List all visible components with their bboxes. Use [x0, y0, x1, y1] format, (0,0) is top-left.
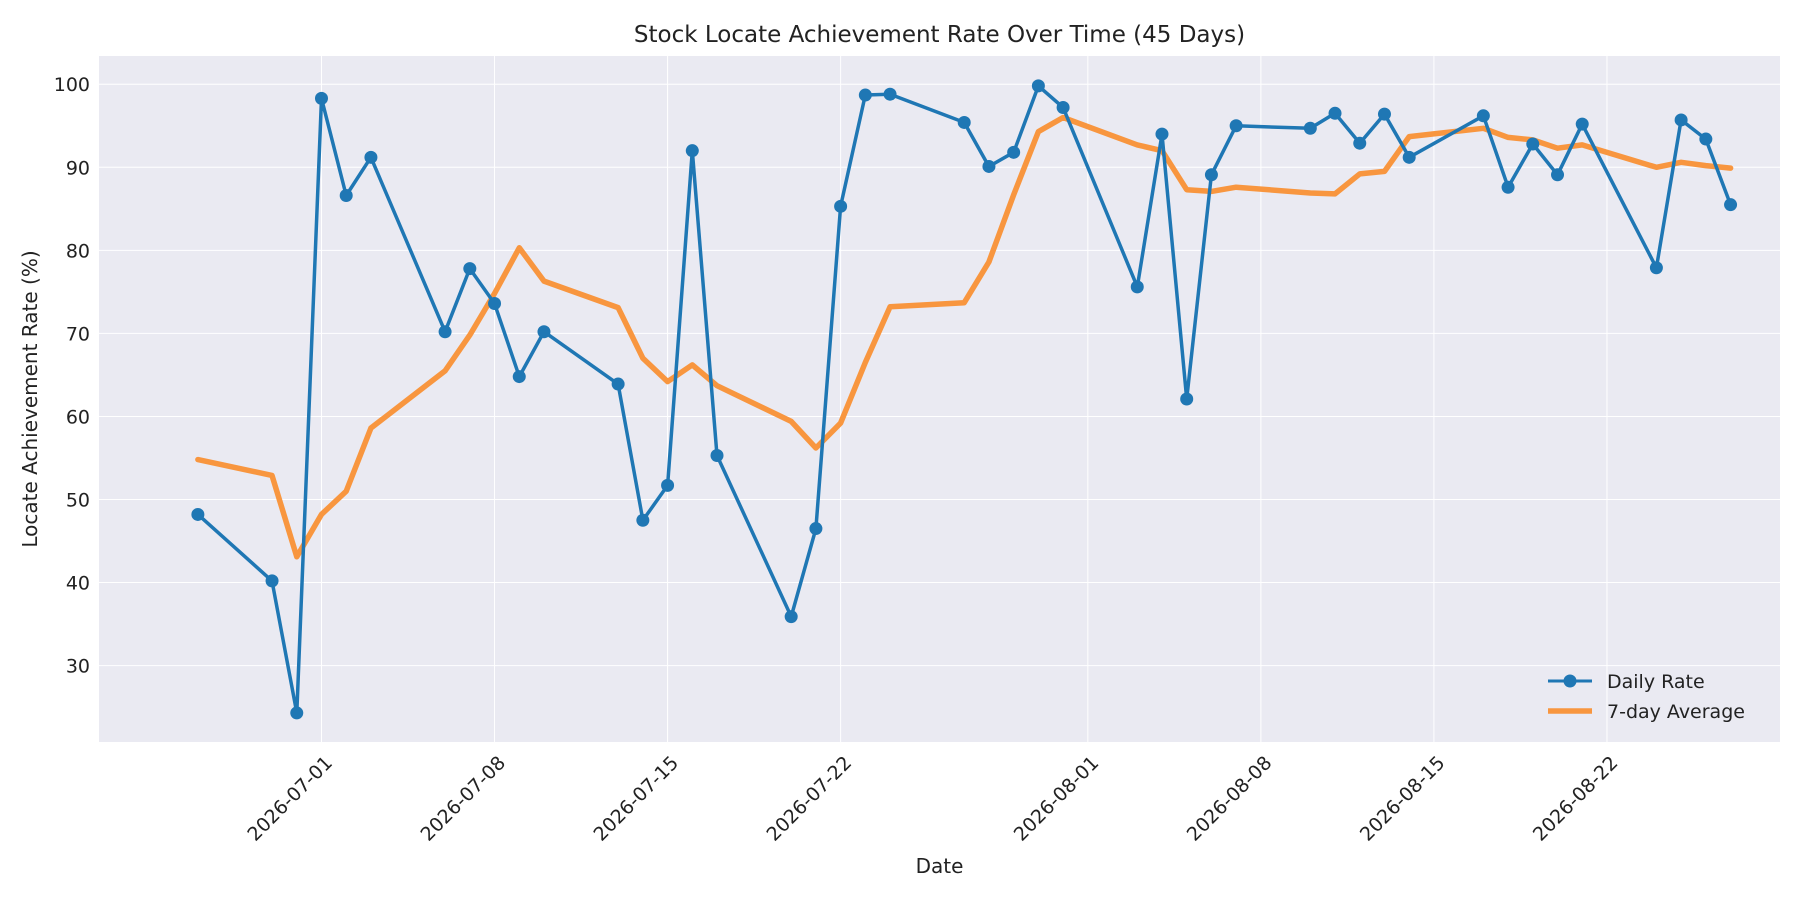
daily-point: [1501, 180, 1515, 194]
legend-label-daily: Daily Rate: [1607, 671, 1705, 693]
daily-point: [1204, 168, 1218, 182]
daily-point: [685, 144, 699, 158]
daily-point: [710, 448, 724, 462]
daily-point: [290, 706, 304, 720]
daily-point: [488, 296, 502, 310]
daily-point: [957, 115, 971, 129]
daily-point: [339, 189, 353, 203]
legend: Daily Rate 7-day Average: [1548, 671, 1745, 723]
daily-point: [883, 87, 897, 101]
daily-point: [512, 370, 526, 384]
daily-point: [784, 610, 798, 624]
daily-point: [1229, 119, 1243, 133]
y-tick-label: 30: [66, 656, 90, 678]
x-tick-labels: 2026-07-01 2026-07-08 2026-07-15 2026-07-22…: [243, 752, 1622, 846]
daily-point: [1476, 109, 1490, 123]
daily-point: [1303, 121, 1317, 135]
avg-series-line: [195, 114, 1734, 560]
y-tick-label: 90: [66, 157, 90, 179]
x-tick-label: 2026-07-01: [243, 752, 337, 846]
legend-marker-daily: [1563, 674, 1577, 688]
x-tick-label: 2026-08-08: [1183, 752, 1277, 846]
y-tick-label: 60: [66, 406, 90, 428]
daily-point: [463, 262, 477, 276]
daily-point: [1056, 100, 1070, 114]
daily-point: [1674, 113, 1688, 127]
daily-point: [1526, 137, 1540, 151]
daily-point: [265, 574, 279, 588]
daily-point: [537, 325, 551, 339]
x-tick-label: 2026-08-01: [1010, 752, 1104, 846]
daily-point: [314, 91, 328, 105]
daily-point: [661, 478, 675, 492]
x-tick-label: 2026-08-22: [1529, 752, 1623, 846]
x-tick-label: 2026-07-08: [416, 752, 510, 846]
daily-point: [191, 507, 205, 521]
x-axis-label: Date: [916, 854, 964, 878]
y-tick-labels: 30 40 50 60 70 80 90 100: [54, 74, 90, 677]
x-tick-label: 2026-08-15: [1356, 752, 1450, 846]
y-axis-label: Locate Achievement Rate (%): [18, 250, 42, 547]
legend-label-avg: 7-day Average: [1607, 701, 1745, 723]
daily-point: [636, 513, 650, 527]
daily-point: [1402, 150, 1416, 164]
daily-point: [1031, 79, 1045, 93]
daily-point: [982, 159, 996, 173]
daily-point: [1551, 168, 1565, 182]
daily-point: [858, 88, 872, 102]
daily-point: [834, 199, 848, 213]
x-tick-label: 2026-07-22: [763, 752, 857, 846]
daily-point: [1649, 261, 1663, 275]
daily-point: [1353, 136, 1367, 150]
daily-point: [1699, 132, 1713, 146]
y-tick-label: 70: [66, 323, 90, 345]
plot-background: [99, 56, 1780, 742]
daily-point: [364, 150, 378, 164]
chart-title: Stock Locate Achievement Rate Over Time …: [634, 22, 1245, 48]
daily-point: [1155, 127, 1169, 141]
daily-point: [1575, 117, 1589, 131]
y-tick-label: 50: [66, 489, 90, 511]
daily-point: [1377, 107, 1391, 121]
daily-point: [1180, 392, 1194, 406]
daily-markers: [191, 79, 1738, 720]
daily-point: [611, 377, 625, 391]
daily-point: [1328, 106, 1342, 120]
y-tick-label: 80: [66, 240, 90, 262]
daily-point: [1130, 280, 1144, 294]
y-tick-label: 40: [66, 573, 90, 595]
daily-point: [1724, 198, 1738, 212]
avg-series: [195, 114, 1734, 560]
grid: [99, 56, 1780, 742]
x-tick-label: 2026-07-15: [589, 752, 683, 846]
daily-point: [809, 522, 823, 536]
daily-point: [1007, 145, 1021, 159]
y-tick-label: 100: [54, 74, 90, 96]
daily-point: [438, 325, 452, 339]
